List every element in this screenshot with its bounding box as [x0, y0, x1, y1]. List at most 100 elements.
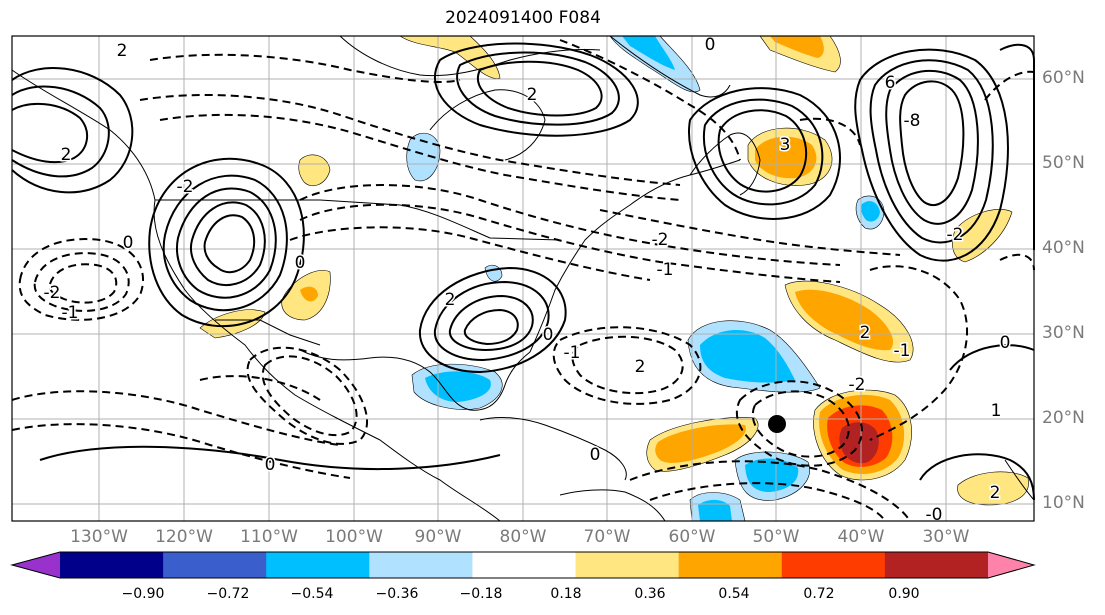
contour-label-26: 0 — [295, 253, 306, 273]
contour-dashed-central-1 — [299, 184, 841, 266]
contour-solid-west-high-3 — [190, 201, 266, 286]
colorbar-tick-pos054: 0.54 — [718, 586, 750, 602]
contour-label-0: 2 — [117, 41, 128, 61]
anomaly-neg-atlantic-core — [700, 329, 795, 383]
coastlines — [11, 35, 1035, 522]
contour-label-24: -0 — [926, 505, 943, 525]
contour-solid-northwest-2 — [11, 85, 110, 178]
contour-label-16: 0 — [1000, 333, 1011, 353]
contour-label-21: 1 — [991, 401, 1002, 421]
contour-dashed-storm-1 — [735, 380, 863, 467]
colorbar-swatch-2 — [266, 552, 370, 578]
contour-label-18: -1 — [894, 341, 911, 361]
contour-label-20: 0 — [265, 455, 276, 475]
contour-label-13: 3 — [780, 135, 791, 155]
contour-label-14: 6 — [885, 73, 896, 93]
colorbar-swatch-8 — [884, 552, 989, 578]
contour-label-2: 0 — [123, 233, 134, 253]
colorbar-tick-pos090: 0.90 — [888, 586, 920, 602]
contour-label-23: 2 — [860, 323, 871, 343]
lon-label-100w: 100°W — [325, 527, 383, 547]
lon-label-70w: 70°W — [583, 527, 631, 547]
contour-solid-east-high-4 — [463, 308, 519, 346]
colorbar-tick-neg036: −0.36 — [375, 586, 419, 602]
contour-dashed-tropic-1 — [629, 460, 911, 522]
colorbar-tick-neg072: −0.72 — [206, 586, 250, 602]
coastline-arctic — [339, 35, 601, 77]
map-border — [11, 35, 1035, 522]
contour-dashed-south-3 — [199, 375, 321, 401]
contour-label-27: 0 — [705, 35, 716, 55]
colorbar-tick-pos018: 0.18 — [550, 586, 582, 602]
contour-solid-west-high-4 — [203, 214, 256, 274]
contour-dashed-mexico-2 — [261, 355, 358, 437]
lon-label-50w: 50°W — [752, 527, 800, 547]
anomaly-neg-labrador-core — [622, 36, 675, 70]
anomaly-neg-canada — [406, 132, 441, 182]
contour-dashed-central-3 — [289, 226, 651, 281]
colorbar — [10, 551, 1036, 579]
colorbar-tick-pos072: 0.72 — [803, 586, 835, 602]
border-us-mexico — [215, 319, 321, 346]
contour-dashed-atlantic-2 — [799, 117, 861, 146]
colorbar-tick-neg018: −0.18 — [459, 586, 503, 602]
contour-dashed-west-low-3 — [48, 263, 118, 304]
contours-dashed — [11, 39, 1035, 522]
colorbar-tick-pos036: 0.36 — [634, 586, 666, 602]
contour-dashed-east-1 — [869, 265, 968, 441]
coastline-greenland — [609, 35, 731, 98]
anomaly-pos-newfoundland-core — [755, 136, 817, 179]
colorbar-swatch-7 — [781, 552, 886, 578]
anomaly-pos-plains — [298, 154, 331, 186]
coastline-east-us — [529, 159, 741, 353]
storm-center-marker — [768, 415, 786, 433]
contour-solid-hudson-1 — [434, 42, 639, 137]
contour-label-5: -2 — [177, 177, 194, 197]
colorbar-outline — [10, 551, 1036, 579]
colorbar-swatch-1 — [163, 552, 267, 578]
anomaly-neg-midatl-core — [861, 201, 880, 222]
anomaly-pos-atlantic-core — [795, 289, 894, 351]
lat-label-60n: 60°N — [1042, 68, 1085, 88]
contour-solid-east-high-2 — [433, 280, 550, 362]
contour-solid-east-high-1 — [418, 266, 567, 374]
contour-solid-northwest-1 — [11, 67, 134, 194]
contour-dashed-north-2 — [159, 113, 681, 201]
contour-solid-west-high-2 — [176, 187, 277, 299]
colorbar-extend-low — [12, 552, 60, 578]
contour-solid-mid-east — [949, 344, 1035, 371]
contour-label-22: 2 — [990, 483, 1001, 503]
anomaly-pos-africa — [957, 471, 1029, 506]
colorbar-swatch-3 — [369, 552, 473, 578]
lon-label-110w: 110°W — [240, 527, 298, 547]
lon-label-90w: 90°W — [414, 527, 462, 547]
contour-solid-east-high-3 — [448, 294, 534, 352]
colorbar-swatch-4 — [472, 552, 577, 578]
lon-label-120w: 120°W — [155, 527, 213, 547]
shaded-anomalies — [199, 35, 1029, 522]
border-us-canada — [155, 199, 561, 241]
contour-solid-labrador-2 — [703, 98, 824, 206]
contour-solid-south-east — [919, 453, 1035, 501]
contour-dashed-north-3 — [149, 53, 461, 83]
lon-label-80w: 80°W — [499, 527, 547, 547]
contour-dashed-west-low-1 — [18, 238, 145, 321]
lon-label-40w: 40°W — [837, 527, 885, 547]
coastline-caribbean — [479, 417, 627, 481]
lat-label-10n: 10°N — [1042, 493, 1085, 513]
coastline-south-america — [559, 489, 666, 522]
contour-solid-hudson-3 — [477, 60, 603, 117]
contour-label-11: 2 — [635, 357, 646, 377]
contour-solid-northwest-3 — [11, 102, 89, 164]
contour-dashed-north-1 — [139, 94, 681, 186]
contour-dashed-mexico-1 — [246, 346, 369, 445]
contour-label-9: 0 — [543, 325, 554, 345]
contour-solid-east-atlantic-3 — [885, 69, 979, 225]
colorbar-swatch-5 — [575, 552, 680, 578]
contour-solid-hudson-2 — [456, 51, 620, 126]
contour-label-3: -1 — [62, 303, 79, 323]
colorbar-swatch-6 — [678, 552, 783, 578]
contour-dashed-south-1 — [11, 390, 341, 446]
